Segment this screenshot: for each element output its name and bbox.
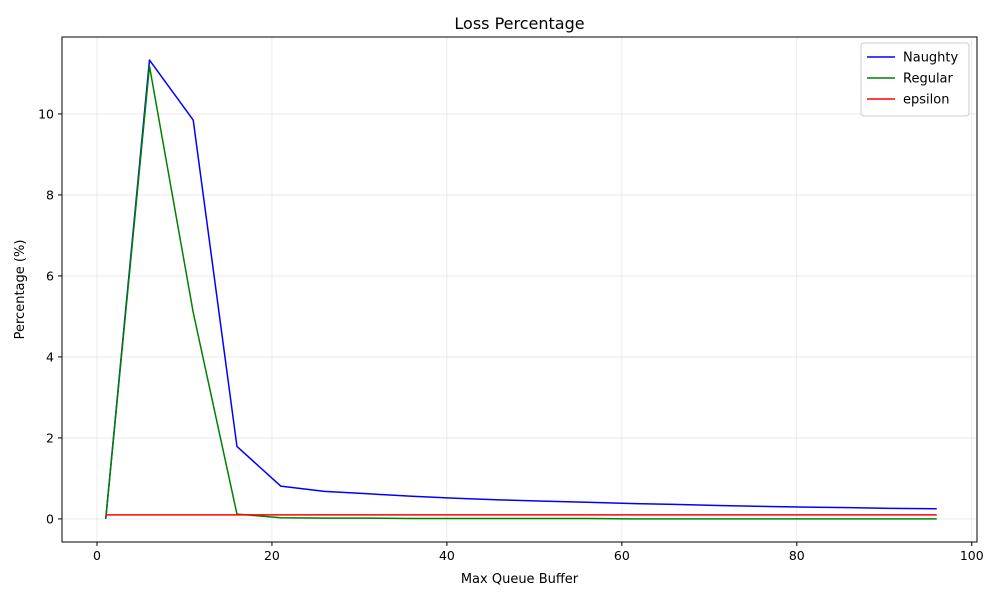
chart-title: Loss Percentage bbox=[454, 14, 584, 33]
y-tick-label: 4 bbox=[46, 349, 54, 364]
legend: Naughty Regular epsilon bbox=[860, 42, 970, 117]
legend-box bbox=[860, 42, 970, 117]
x-tick-label: 80 bbox=[789, 548, 805, 563]
x-axis-label: Max Queue Buffer bbox=[461, 572, 579, 587]
series-line-naughty bbox=[104, 59, 937, 519]
plot-area-frame bbox=[61, 36, 978, 543]
x-axis-ticks: 0 20 40 60 80 100 bbox=[93, 542, 984, 563]
x-tick-label: 100 bbox=[960, 548, 984, 563]
y-tick-label: 2 bbox=[46, 430, 54, 445]
x-tick-label: 40 bbox=[439, 548, 455, 563]
grid bbox=[62, 37, 977, 542]
y-tick-label: 8 bbox=[46, 187, 54, 202]
y-tick-label: 0 bbox=[46, 511, 54, 526]
y-axis-ticks: 0 2 4 6 8 10 bbox=[38, 106, 62, 526]
y-tick-label: 10 bbox=[38, 106, 54, 121]
x-tick-label: 60 bbox=[614, 548, 630, 563]
x-tick-label: 0 bbox=[93, 548, 101, 563]
y-tick-label: 6 bbox=[46, 268, 54, 283]
y-axis-label: Percentage (%) bbox=[13, 240, 28, 340]
series-lines bbox=[104, 59, 937, 520]
x-tick-label: 20 bbox=[264, 548, 280, 563]
legend-label-regular: Regular bbox=[903, 72, 954, 87]
legend-label-epsilon: epsilon bbox=[903, 93, 949, 108]
legend-label-naughty: Naughty bbox=[903, 51, 959, 66]
